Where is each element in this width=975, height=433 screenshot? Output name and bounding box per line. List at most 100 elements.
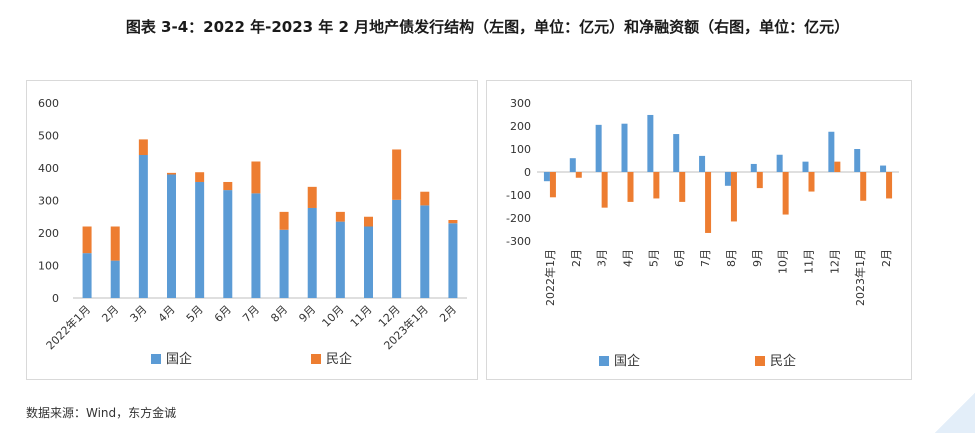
bar-soe xyxy=(724,172,731,186)
x-tick-label: 3月 xyxy=(596,249,609,267)
y-tick-label: 300 xyxy=(38,195,59,208)
bar-soe xyxy=(82,253,92,298)
bar-soe xyxy=(854,149,861,172)
x-tick-label: 10月 xyxy=(777,249,790,274)
x-tick-label: 4月 xyxy=(156,303,178,325)
x-tick-label: 2022年1月 xyxy=(543,249,557,306)
legend-label-0: 国企 xyxy=(166,351,192,367)
bond-issuance-structure-chart: 0 100 200 300 400 500 600 2022年1月 2月 3月 4月 5月 6月 7月 8月… xyxy=(38,97,467,367)
bar-soe xyxy=(223,190,233,298)
bar-soe xyxy=(750,163,757,172)
legend-swatch-1 xyxy=(755,356,765,366)
x-tick-label: 7月 xyxy=(699,249,712,267)
x-tick-label: 7月 xyxy=(240,303,262,325)
y-tick-label: 0 xyxy=(52,292,59,305)
x-tick-label: 11月 xyxy=(348,303,375,330)
bar-private xyxy=(549,172,556,198)
x-tick-label: 9月 xyxy=(751,249,764,267)
bar-soe xyxy=(673,134,680,172)
legend-label-0: 国企 xyxy=(614,353,640,369)
x-tick-label: 2月 xyxy=(99,303,121,325)
bar-private xyxy=(167,172,176,175)
bar-private xyxy=(195,172,205,182)
y-tick-label: 200 xyxy=(38,227,59,240)
y-tick-label: -200 xyxy=(506,212,531,225)
bar-soe xyxy=(699,155,706,172)
y-tick-label: -100 xyxy=(506,189,531,202)
bar-private xyxy=(730,172,737,222)
x-tick-label: 3月 xyxy=(128,303,150,325)
x-tick-label: 10月 xyxy=(320,303,347,330)
bar-soe xyxy=(364,226,373,298)
bar-soe xyxy=(776,154,783,172)
bar-private xyxy=(886,172,893,199)
bar-private xyxy=(860,172,867,201)
y-tick-label: 200 xyxy=(510,120,531,133)
bar-private xyxy=(82,226,92,254)
y-tick-label: 100 xyxy=(38,260,59,273)
bar-soe xyxy=(167,174,176,298)
bar-private xyxy=(279,211,289,230)
x-tick-label: 6月 xyxy=(212,303,234,325)
y-tick-label: -300 xyxy=(506,235,531,248)
bar-private xyxy=(627,172,634,202)
bar-soe xyxy=(335,221,345,298)
bar-private xyxy=(808,172,815,192)
x-tick-label: 9月 xyxy=(296,303,318,325)
x-tick-label: 6月 xyxy=(673,249,686,267)
right-chart-panel: -300 -200 -100 0 100 200 300 2022年1月 2月 3月 4月 5月 6月 7… xyxy=(486,80,912,380)
x-tick-label: 2023年1月 xyxy=(853,249,867,306)
bar-private xyxy=(251,161,261,194)
bar-soe xyxy=(569,158,576,172)
x-tick-label: 2月 xyxy=(437,303,459,325)
legend-swatch-1 xyxy=(311,354,321,364)
x-tick-label: 2月 xyxy=(570,249,583,267)
bar-private xyxy=(392,149,402,200)
bar-private xyxy=(448,220,458,224)
x-tick-label: 12月 xyxy=(828,249,841,274)
bar-private xyxy=(756,172,763,189)
bar-soe xyxy=(448,223,458,298)
bar-soe xyxy=(279,229,289,298)
y-tick-label: 0 xyxy=(524,166,531,179)
bar-private xyxy=(307,186,317,208)
bar-soe xyxy=(647,114,654,172)
x-tick-label: 5月 xyxy=(184,303,206,325)
x-tick-label: 11月 xyxy=(803,249,816,274)
bar-soe xyxy=(543,172,550,182)
y-tick-label: 400 xyxy=(38,162,59,175)
data-source-note: 数据来源：Wind，东方金诚 xyxy=(26,406,177,420)
x-tick-label: 8月 xyxy=(725,249,738,267)
legend-swatch-0 xyxy=(599,356,609,366)
bar-private xyxy=(782,172,789,215)
bar-soe xyxy=(621,123,628,172)
bar-private xyxy=(335,211,345,222)
x-tick-label: 4月 xyxy=(622,249,635,267)
bar-private xyxy=(834,161,841,172)
bar-private xyxy=(653,172,660,199)
y-tick-label: 100 xyxy=(510,143,531,156)
y-tick-label: 500 xyxy=(38,130,59,143)
legend-label-1: 民企 xyxy=(326,351,352,367)
bar-soe xyxy=(595,124,602,172)
bar-soe xyxy=(251,193,261,298)
net-financing-chart: -300 -200 -100 0 100 200 300 2022年1月 2月 3月 4月 5月 6月 7… xyxy=(506,97,899,369)
bar-private xyxy=(138,139,148,155)
bar-private xyxy=(575,172,582,178)
y-tick-label: 300 xyxy=(510,97,531,110)
bar-private xyxy=(223,181,233,191)
x-tick-label: 8月 xyxy=(268,303,290,325)
bar-private xyxy=(420,191,430,206)
left-chart-panel: 0 100 200 300 400 500 600 2022年1月 2月 3月 4月 5月 6月 7月 8月… xyxy=(26,80,478,380)
legend-label-1: 民企 xyxy=(770,353,796,369)
bar-soe xyxy=(802,161,809,172)
bar-soe xyxy=(880,165,887,172)
bar-soe xyxy=(828,131,835,172)
page-title: 图表 3-4：2022 年-2023 年 2 月地产债发行结构（左图，单位：亿元… xyxy=(125,18,850,36)
bar-soe xyxy=(392,199,402,298)
x-tick-label: 2022年1月 xyxy=(43,302,93,352)
bar-soe xyxy=(195,181,205,298)
bar-private xyxy=(601,172,608,208)
bar-private xyxy=(679,172,686,202)
x-tick-label: 5月 xyxy=(647,249,660,267)
